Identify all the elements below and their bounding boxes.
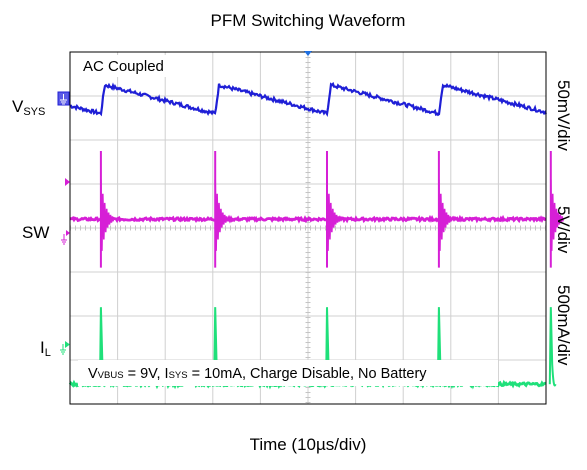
trace-sw-ringing bbox=[550, 179, 564, 251]
scale-label-vsys: 50mV/div bbox=[554, 80, 573, 151]
sw-trigger-level-icon bbox=[65, 178, 70, 186]
channel-label-il: IL bbox=[40, 338, 51, 359]
overlay-text: AC Coupled bbox=[83, 58, 164, 75]
overlay-text-box bbox=[79, 55, 177, 77]
trace-sw-ringing bbox=[214, 179, 229, 251]
trigger-marker-icon bbox=[304, 51, 312, 56]
conditions-text: VVBUS = 9V, ISYS = 10mA, Charge Disable,… bbox=[88, 366, 427, 382]
channel-label-sw: SW bbox=[22, 223, 49, 242]
trace-il-spike bbox=[548, 307, 557, 387]
channel-label-vsys: VSYS bbox=[12, 97, 45, 118]
trace-group bbox=[68, 81, 564, 390]
chart-title: PFM Switching Waveform bbox=[211, 11, 406, 30]
vsys-ground-marker-icon bbox=[57, 91, 70, 106]
trace-vsys bbox=[70, 81, 547, 117]
il-ground-marker-icon bbox=[60, 341, 70, 355]
scale-label-il: 500mA/div bbox=[554, 285, 573, 366]
trace-sw-ringing bbox=[326, 179, 341, 251]
scale-label-sw: 5V/div bbox=[554, 206, 573, 254]
trace-sw-ringing bbox=[438, 179, 453, 251]
trace-sw-baseline bbox=[69, 214, 547, 224]
plot-grid bbox=[70, 52, 546, 404]
trace-sw-ringing bbox=[100, 179, 115, 251]
conditions-box bbox=[78, 360, 498, 386]
sw-ground-marker-icon bbox=[61, 230, 70, 245]
x-axis-label: Time (10µs/div) bbox=[250, 435, 367, 454]
